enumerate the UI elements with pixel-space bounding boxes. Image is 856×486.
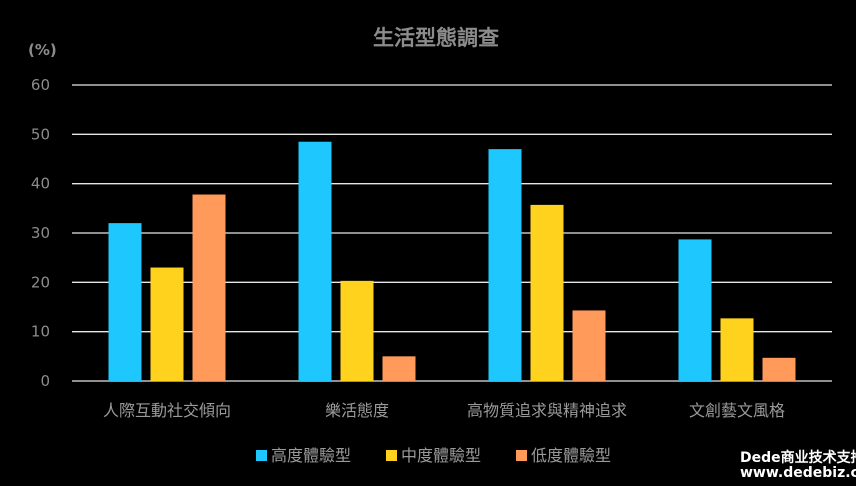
legend: 高度體驗型 中度體驗型 低度體驗型 [256, 446, 611, 465]
y-axis-ticks: 0 10 20 30 40 50 60 [31, 76, 50, 390]
y-tick-label: 0 [40, 372, 50, 390]
bars [108, 141, 796, 381]
bar [150, 267, 184, 381]
bar [678, 239, 712, 381]
bar [530, 204, 564, 381]
y-tick-label: 40 [31, 175, 50, 193]
category-labels: 人際互動社交傾向 樂活態度 高物質追求與精神追求 文創藝文風格 [103, 401, 785, 420]
y-tick-label: 10 [31, 323, 50, 341]
bar [192, 194, 226, 381]
y-axis-unit-label: (%) [28, 41, 57, 59]
bar [340, 280, 374, 381]
category-label: 高物質追求與精神追求 [467, 401, 627, 420]
y-tick-label: 50 [31, 125, 50, 143]
bar [298, 141, 332, 381]
legend-label: 低度體驗型 [531, 446, 611, 465]
bar [572, 310, 606, 381]
bar [108, 223, 142, 381]
bar [720, 318, 754, 381]
bar [762, 357, 796, 381]
y-tick-label: 60 [31, 76, 50, 94]
bar [488, 149, 522, 381]
legend-swatch [386, 450, 397, 461]
legend-swatch [516, 450, 527, 461]
watermark-line1: Dede商业技术支持 [740, 449, 856, 466]
legend-swatch [256, 450, 267, 461]
category-label: 文創藝文風格 [689, 401, 785, 420]
watermark: Dede商业技术支持 www.dedebiz.com [740, 449, 856, 481]
y-tick-label: 20 [31, 273, 50, 291]
legend-label: 高度體驗型 [271, 446, 351, 465]
chart-title: 生活型態調查 [373, 26, 499, 50]
bar [382, 356, 416, 381]
y-tick-label: 30 [31, 224, 50, 242]
category-label: 樂活態度 [325, 401, 389, 420]
category-label: 人際互動社交傾向 [103, 401, 231, 420]
gridlines [72, 84, 832, 382]
legend-label: 中度體驗型 [401, 446, 481, 465]
watermark-line2: www.dedebiz.com [740, 465, 856, 481]
